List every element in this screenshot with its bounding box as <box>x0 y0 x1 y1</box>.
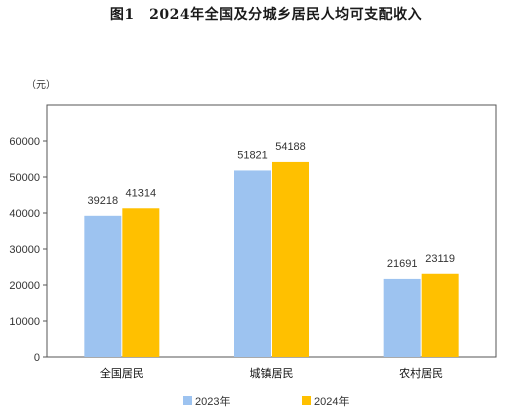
data-label: 39218 <box>88 195 119 207</box>
y-tick-label: 10000 <box>9 316 40 328</box>
axes-group: 0 10000 20000 30000 40000 50000 60000 全国居民 城镇居民 农… <box>9 104 497 380</box>
data-label: 51821 <box>237 149 268 161</box>
y-unit-label: （元） <box>26 79 56 91</box>
data-label: 23119 <box>425 253 455 265</box>
y-tick-label: 60000 <box>9 136 40 148</box>
y-tick-label: 20000 <box>9 280 40 292</box>
chart-title: 图1 2024年全国及分城乡居民人均可支配收入 <box>109 7 423 23</box>
bar <box>84 215 122 357</box>
bar <box>383 278 421 357</box>
y-tick-label: 30000 <box>9 244 40 256</box>
bar <box>421 273 459 357</box>
legend-label: 2024年 <box>314 394 349 408</box>
bar <box>122 208 160 357</box>
x-category-label: 全国居民 <box>100 366 144 380</box>
x-category-label: 城镇居民 <box>250 366 294 380</box>
bar <box>272 161 309 357</box>
legend: 2023年 2024年 <box>183 394 349 408</box>
legend-swatch <box>302 396 311 405</box>
x-category-label: 农村居民 <box>399 366 443 380</box>
y-tick-label: 0 <box>34 352 40 364</box>
y-tick-label: 50000 <box>9 172 40 184</box>
data-label: 21691 <box>387 258 418 270</box>
y-tick-label: 40000 <box>9 208 40 220</box>
data-label: 41314 <box>126 187 157 199</box>
data-label: 54188 <box>275 141 306 153</box>
bars-group: 39218 41314 51821 54188 21691 23119 <box>84 141 459 357</box>
bar <box>234 170 271 357</box>
legend-swatch <box>183 396 192 405</box>
plot-frame <box>46 104 497 358</box>
legend-label: 2023年 <box>195 394 230 408</box>
